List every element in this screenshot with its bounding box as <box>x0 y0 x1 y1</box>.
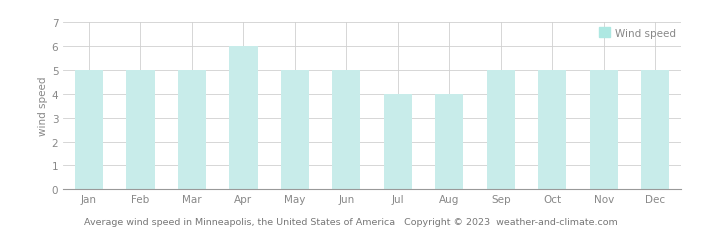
Bar <box>435 94 463 189</box>
Bar <box>178 71 206 189</box>
Bar <box>641 71 670 189</box>
Bar <box>538 71 567 189</box>
Bar <box>590 71 618 189</box>
Bar <box>332 71 361 189</box>
Text: Average wind speed in Minneapolis, the United States of America   Copyright © 20: Average wind speed in Minneapolis, the U… <box>84 217 618 226</box>
Bar <box>486 71 515 189</box>
Y-axis label: wind speed: wind speed <box>37 77 48 136</box>
Bar <box>281 71 309 189</box>
Bar <box>229 47 258 189</box>
Bar <box>383 94 412 189</box>
Bar <box>126 71 154 189</box>
Legend: Wind speed: Wind speed <box>599 28 676 39</box>
Bar <box>75 71 103 189</box>
